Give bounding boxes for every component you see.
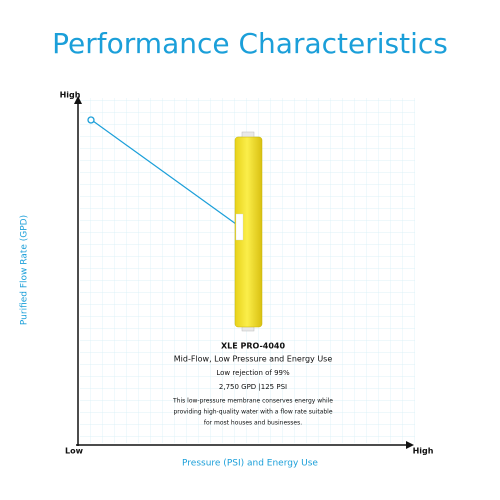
x-label: Pressure (PSI) and Energy Use [182,459,318,469]
description-line: This low-pressure membrane conserves ene… [172,398,333,405]
title: Performance Characteristics [52,27,448,60]
x-low: Low [65,447,84,456]
y-arrow [74,96,82,104]
description-line: for most houses and businesses. [204,420,302,427]
pointer-line [92,120,237,225]
product-subtitle: Mid-Flow, Low Pressure and Energy Use [174,355,333,364]
membrane [234,131,263,332]
description-line: providing high-quality water with a flow… [173,409,332,416]
x-arrow [406,441,414,449]
rejection: Low rejection of 99% [216,369,290,377]
product-name: XLE PRO-4040 [221,342,286,351]
x-high: High [413,447,434,456]
y-high: High [60,91,81,100]
y-label: Purified Flow Rate (GPD) [20,215,30,325]
specs: 2,750 GPD |125 PSI [219,383,287,391]
point [87,116,95,124]
